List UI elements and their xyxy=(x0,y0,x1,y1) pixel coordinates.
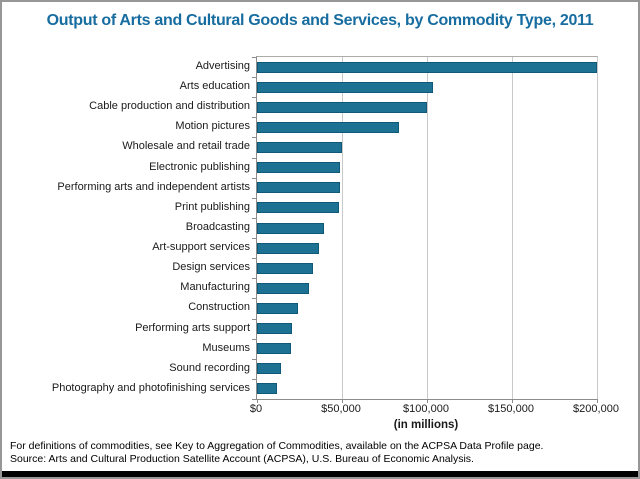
category-label: Electronic publishing xyxy=(149,160,250,173)
x-axis-tick xyxy=(426,399,428,403)
y-axis-tick xyxy=(252,258,256,260)
y-axis-tick xyxy=(252,77,256,79)
bar xyxy=(257,262,314,274)
y-axis-tick xyxy=(252,298,256,300)
y-axis-tick xyxy=(252,217,256,219)
category-label: Museums xyxy=(202,341,250,354)
x-tick-label: $100,000 xyxy=(403,403,449,415)
y-axis-tick xyxy=(252,278,256,280)
y-axis-tick xyxy=(252,57,256,58)
category-label: Wholesale and retail trade xyxy=(122,140,250,153)
bar xyxy=(257,101,427,113)
y-axis-tick xyxy=(252,117,256,119)
y-axis-tick xyxy=(252,137,256,139)
bar xyxy=(257,242,320,254)
bar xyxy=(257,182,341,194)
category-label: Cable production and distribution xyxy=(89,100,250,113)
bar xyxy=(257,162,341,174)
chart-title: Output of Arts and Cultural Goods and Se… xyxy=(46,12,594,29)
bar xyxy=(257,282,309,294)
y-axis-tick xyxy=(252,318,256,320)
category-label: Advertising xyxy=(195,60,250,72)
x-tick-label: $150,000 xyxy=(488,403,534,415)
y-axis-tick xyxy=(252,177,256,179)
bar xyxy=(257,323,292,335)
x-tick-label: $200,000 xyxy=(573,403,619,415)
bar xyxy=(257,343,291,355)
category-label: Performing arts and independent artists xyxy=(57,180,250,193)
category-axis: Advertising Arts education Cable productio… xyxy=(2,56,250,398)
category-label: Arts education xyxy=(179,80,250,93)
x-axis-tick xyxy=(511,399,513,403)
category-label: Photography and photofinishing services xyxy=(51,381,250,394)
y-axis-tick xyxy=(252,157,256,159)
footnote-source: Source: Arts and Cultural Production Sat… xyxy=(10,453,474,465)
x-axis-tick xyxy=(596,399,598,403)
x-axis-tick xyxy=(341,399,343,403)
gridline xyxy=(511,57,513,399)
bar xyxy=(257,363,281,375)
bottom-border-band xyxy=(2,471,638,477)
footnote-definitions: For definitions of commodities, see Key … xyxy=(10,440,544,452)
category-label: Broadcasting xyxy=(185,220,250,233)
footnotes: For definitions of commodities, see Key … xyxy=(10,440,543,466)
category-label: Print publishing xyxy=(174,200,250,213)
bar xyxy=(257,202,340,214)
bar xyxy=(257,61,597,73)
bar xyxy=(257,81,433,93)
bar xyxy=(257,222,325,234)
x-tick-label: $50,000 xyxy=(321,403,361,415)
category-label: Motion pictures xyxy=(175,120,250,133)
category-label: Performing arts support xyxy=(135,321,250,334)
bar xyxy=(257,121,399,133)
category-label: Art-support services xyxy=(152,241,250,254)
y-axis-tick xyxy=(252,97,256,99)
category-label: Construction xyxy=(188,301,250,314)
y-axis-tick xyxy=(252,197,256,199)
gridline xyxy=(341,57,343,399)
bar xyxy=(257,302,298,314)
y-axis-tick xyxy=(252,358,256,360)
y-axis-tick xyxy=(252,378,256,380)
y-axis-tick xyxy=(252,338,256,340)
plot-area xyxy=(252,56,598,403)
y-axis-tick xyxy=(252,238,256,240)
y-axis-tick xyxy=(252,399,256,400)
x-axis-tick xyxy=(256,399,258,403)
category-label: Design services xyxy=(172,261,250,274)
bar xyxy=(257,383,278,395)
x-tick-label: $0 xyxy=(249,403,263,415)
bar xyxy=(257,142,342,154)
category-label: Sound recording xyxy=(169,361,250,374)
x-axis-label: (in millions) xyxy=(393,419,459,431)
gridline xyxy=(426,57,428,399)
category-label: Manufacturing xyxy=(180,281,250,294)
